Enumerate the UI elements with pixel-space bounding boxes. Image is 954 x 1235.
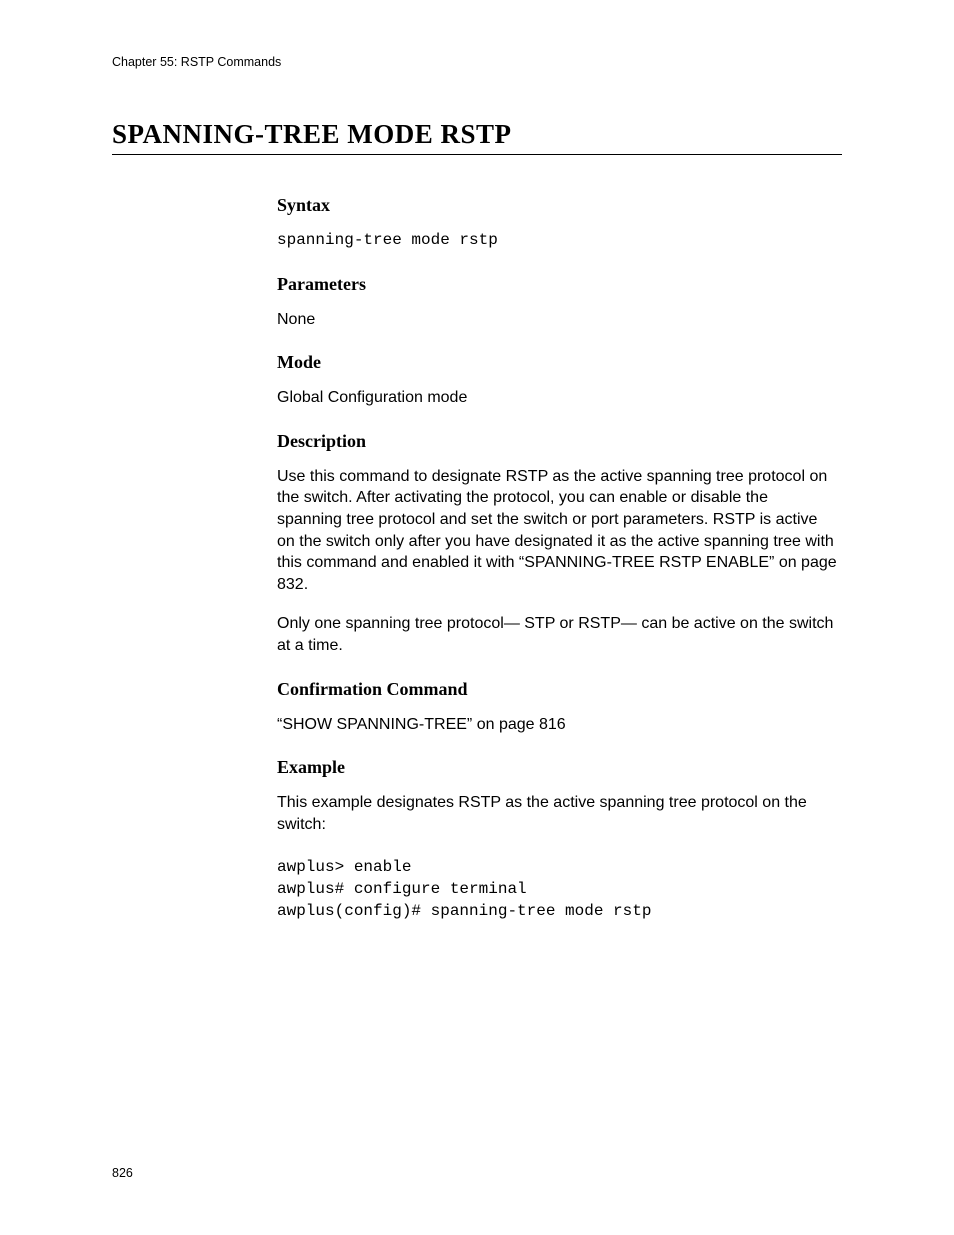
description-para1: Use this command to designate RSTP as th… [277,466,837,596]
parameters-text: None [277,309,837,331]
page-number: 826 [112,1166,133,1180]
heading-mode: Mode [277,352,837,373]
section-example: Example This example designates RSTP as … [277,757,837,922]
heading-description: Description [277,431,837,452]
page-title: SPANNING-TREE MODE RSTP [112,119,842,150]
title-rule [112,154,842,155]
example-intro: This example designates RSTP as the acti… [277,792,837,835]
section-mode: Mode Global Configuration mode [277,352,837,409]
section-syntax: Syntax spanning-tree mode rstp [277,195,837,252]
confirmation-text: “SHOW SPANNING-TREE” on page 816 [277,714,837,736]
heading-syntax: Syntax [277,195,837,216]
heading-confirmation: Confirmation Command [277,679,837,700]
heading-example: Example [277,757,837,778]
page-container: Chapter 55: RSTP Commands SPANNING-TREE … [0,0,954,922]
syntax-code: spanning-tree mode rstp [277,230,837,252]
content-body: Syntax spanning-tree mode rstp Parameter… [277,195,837,922]
section-parameters: Parameters None [277,274,837,331]
section-confirmation: Confirmation Command “SHOW SPANNING-TREE… [277,679,837,736]
example-code: awplus> enable awplus# configure termina… [277,857,837,922]
chapter-header: Chapter 55: RSTP Commands [112,55,842,69]
description-para2: Only one spanning tree protocol— STP or … [277,613,837,656]
mode-text: Global Configuration mode [277,387,837,409]
heading-parameters: Parameters [277,274,837,295]
section-description: Description Use this command to designat… [277,431,837,657]
